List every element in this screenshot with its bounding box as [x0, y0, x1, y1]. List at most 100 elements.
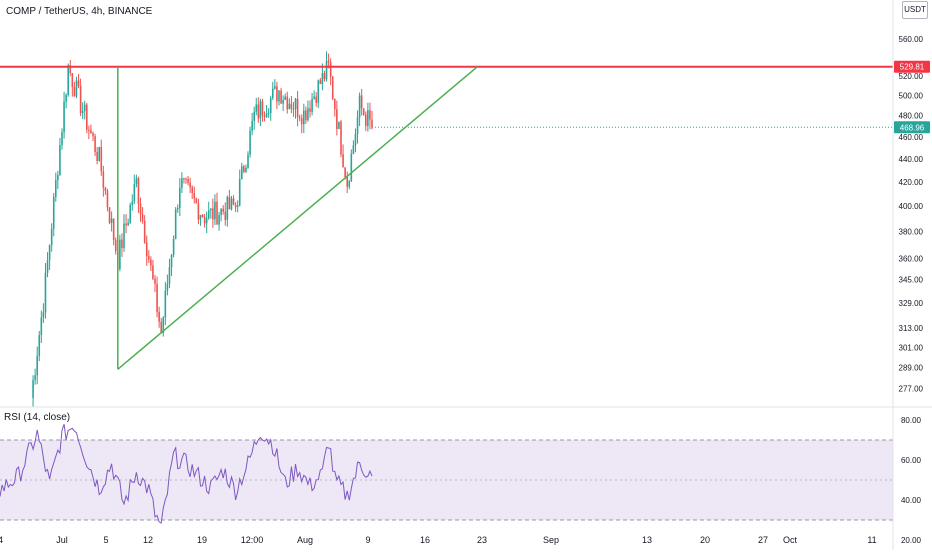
candle-body [77, 80, 80, 86]
candle-body [125, 223, 127, 226]
candle-body [201, 214, 204, 217]
candle-body [216, 201, 218, 225]
support-trendline [117, 66, 478, 370]
candle-body [135, 178, 138, 185]
candle-body [253, 111, 255, 121]
candle-body [189, 182, 191, 188]
candle-body [199, 214, 202, 220]
candle-body [241, 166, 243, 179]
candle-body [108, 207, 111, 223]
candle-body [131, 201, 134, 205]
candle-body [220, 208, 222, 216]
drawings: 529.81 468.96 [0, 60, 930, 370]
candle-body [230, 198, 233, 210]
candle-body [160, 321, 162, 333]
candle-body [164, 290, 167, 318]
candle-body [123, 223, 125, 249]
candle-body [205, 218, 208, 224]
candle-body [247, 154, 249, 168]
time-tick-label: 27 [758, 535, 768, 545]
candle-body [261, 101, 264, 116]
candle-body [259, 101, 262, 119]
candle-body [158, 311, 160, 322]
candle-body [315, 96, 317, 103]
candle-body [191, 187, 193, 194]
candle-body [50, 228, 53, 246]
time-tick-label: 11 [867, 535, 876, 545]
candle-body [342, 154, 344, 168]
candle-body [55, 180, 57, 197]
rsi-pane[interactable] [0, 439, 893, 521]
candle-body [90, 130, 92, 134]
time-tick-label: 23 [477, 535, 487, 545]
candle-body [340, 121, 342, 155]
candle-body [354, 134, 357, 146]
candle-body [334, 98, 336, 110]
candle-body [168, 267, 171, 284]
candle-body [331, 76, 334, 99]
candle-body [181, 178, 183, 188]
candle-body [96, 152, 98, 161]
candle-body [36, 356, 38, 376]
candle-body [193, 193, 196, 199]
candle-body [303, 110, 305, 125]
currency-unit[interactable]: USDT [902, 1, 928, 19]
candle-body [218, 215, 220, 225]
candle-body [73, 87, 76, 97]
candle-body [288, 103, 291, 110]
time-tick-label: 13 [642, 535, 652, 545]
resistance-price-label: 529.81 [900, 63, 925, 72]
candle-body [121, 239, 123, 249]
candle-body [88, 129, 90, 131]
price-tick-label: 277.00 [899, 385, 924, 394]
candle-body [52, 196, 55, 229]
rsi-series [0, 424, 373, 524]
candle-body [323, 73, 326, 80]
candle-body [46, 260, 49, 273]
candle-body [94, 136, 96, 153]
price-tick-label: 460.00 [899, 133, 924, 142]
candle-body [263, 115, 266, 117]
rsi-line [0, 424, 373, 524]
candles [32, 51, 373, 407]
candle-body [238, 178, 241, 206]
price-tick-label: 380.00 [899, 228, 924, 237]
candle-body [305, 110, 307, 121]
candle-body [154, 278, 156, 284]
price-tick-label: 400.00 [899, 202, 924, 211]
candle-body [300, 118, 303, 125]
candle-body [44, 272, 47, 313]
candle-body [129, 204, 131, 223]
candle-body [212, 208, 214, 220]
candle-body [222, 208, 224, 212]
candle-body [185, 178, 187, 180]
candle-body [148, 256, 150, 260]
candle-body [360, 95, 363, 109]
candle-body [265, 113, 268, 117]
price-tick-label: 329.00 [899, 299, 924, 308]
time-tick-label: Aug [297, 535, 313, 545]
candle-body [162, 317, 165, 333]
candle-body [203, 216, 206, 224]
candle-body [338, 121, 340, 129]
candle-body [176, 207, 179, 210]
price-tick-label: 500.00 [899, 91, 924, 100]
candle-body [329, 62, 332, 77]
candle-body [249, 130, 251, 155]
candle-body [150, 259, 152, 266]
time-tick-label: 5 [103, 535, 108, 545]
price-tick-label: 560.00 [899, 35, 924, 44]
candle-body [71, 73, 74, 88]
time-tick-label: 12 [143, 535, 153, 545]
candle-body [170, 254, 173, 268]
candle-body [86, 104, 88, 130]
candle-body [336, 109, 338, 129]
candle-body [232, 198, 235, 205]
candle-body [292, 108, 295, 110]
price-tick-label: 480.00 [899, 112, 924, 121]
candle-body [272, 88, 274, 98]
candle-body [137, 178, 140, 204]
candle-body [348, 181, 351, 187]
